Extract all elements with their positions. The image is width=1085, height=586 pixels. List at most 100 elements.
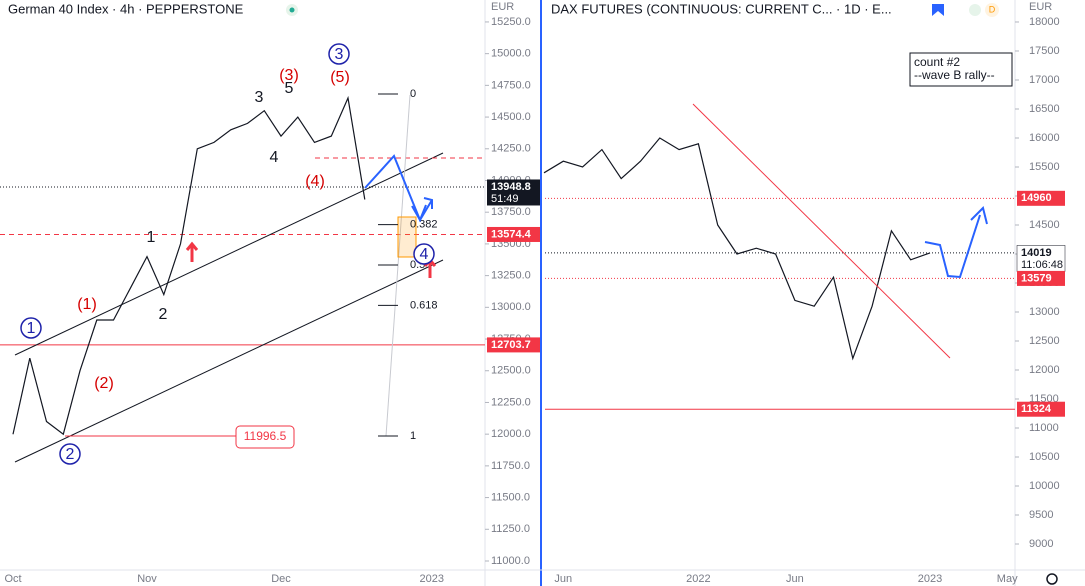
y-tick-label: 14500 [1029, 219, 1060, 231]
price-label-box [487, 226, 540, 242]
price-label-box [487, 337, 540, 353]
status-icon [969, 4, 981, 16]
x-tick-label: Dec [271, 573, 291, 585]
x-tick-label: 2023 [918, 573, 942, 585]
currency: EUR [491, 1, 514, 13]
fib-label: 0.618 [410, 299, 438, 311]
x-tick-label: Jun [786, 573, 804, 585]
wave-label: 1 [27, 320, 36, 337]
price-label-box [487, 179, 540, 206]
y-tick-label: 12500 [1029, 335, 1060, 347]
price-label: 14019 [1021, 247, 1052, 259]
chart-title: DAX FUTURES (CONTINUOUS: CURRENT C... · … [551, 1, 892, 16]
y-tick-label: 14500.0 [491, 111, 531, 123]
y-tick-label: 11000.0 [491, 555, 530, 567]
y-tick-label: 11000 [1029, 422, 1059, 434]
y-tick-label: 12000.0 [491, 428, 531, 440]
y-tick-label: 14250.0 [491, 143, 531, 155]
y-tick-label: 17500 [1029, 45, 1060, 57]
y-tick-label: 13750.0 [491, 206, 531, 218]
y-tick-label: 10500 [1029, 451, 1060, 463]
price-label: 13579 [1021, 272, 1052, 284]
y-tick-label: 12500.0 [491, 365, 531, 377]
wave-circle [20, 317, 42, 339]
fib-label: 0 [410, 88, 416, 100]
wave-circle [413, 243, 435, 265]
wave-label: 5 [285, 80, 294, 97]
wave-label: 2 [159, 306, 168, 323]
target-box [397, 216, 417, 258]
y-tick-label: 17000 [1029, 74, 1060, 86]
x-tick-label: Jun [554, 573, 572, 585]
drawing-line [692, 103, 951, 359]
status-icon [289, 7, 295, 13]
y-tick-label: 9000 [1029, 538, 1053, 550]
y-tick-label: 11750.0 [491, 460, 530, 472]
currency: EUR [1029, 1, 1052, 13]
y-tick-label: 16000 [1029, 132, 1060, 144]
status-icon [985, 3, 999, 17]
wave-label: (5) [330, 69, 350, 86]
y-tick-label: 11250.0 [491, 523, 530, 535]
y-tick-label: 9500 [1029, 509, 1053, 521]
status-icon: D [989, 4, 996, 14]
arrow-head [411, 197, 433, 223]
chart-title: German 40 Index · 4h · PEPPERSTONE [8, 1, 244, 16]
y-tick-label: 18000 [1029, 16, 1060, 28]
price-line [12, 95, 366, 436]
y-tick-label: 15000.0 [491, 48, 531, 60]
price-label: 12703.7 [491, 339, 531, 351]
y-tick-label: 16500 [1029, 103, 1060, 115]
y-tick-label: 13250.0 [491, 270, 531, 282]
wave-circle [328, 43, 350, 65]
projection [924, 214, 981, 279]
wave-label: (3) [279, 67, 299, 84]
note-text: --wave B rally-- [914, 68, 995, 82]
y-tick-label: 15250.0 [491, 16, 531, 28]
note-box [909, 52, 1013, 87]
price-label-box [1017, 401, 1065, 417]
wave-label: 3 [335, 46, 344, 63]
fib-label: 1 [410, 430, 416, 442]
up-arrow [185, 241, 199, 262]
y-tick-label: 12250.0 [491, 396, 531, 408]
y-tick-label: 10000 [1029, 480, 1060, 492]
price-label: 13574.4 [491, 228, 532, 240]
price-label: 14960 [1021, 192, 1052, 204]
low-label-box [235, 425, 295, 449]
wave-label: (2) [94, 375, 114, 392]
wave-label: (4) [305, 173, 325, 190]
x-tick-label: Oct [4, 573, 21, 585]
arrow-head [970, 206, 988, 225]
x-tick-label: 2022 [686, 573, 710, 585]
x-tick-label: Nov [137, 573, 157, 585]
flag-icon [932, 4, 944, 16]
price-label-box [1017, 190, 1065, 206]
y-tick-label: 12000 [1029, 364, 1060, 376]
y-tick-label: 15500 [1029, 161, 1060, 173]
x-tick-label: May [997, 573, 1018, 585]
price-label-box [1017, 270, 1065, 286]
wave-label: 4 [270, 149, 279, 166]
y-tick-label: 13000.0 [491, 301, 531, 313]
settings-icon[interactable] [1046, 573, 1058, 585]
y-tick-label: 14750.0 [491, 79, 531, 91]
wave-label: 1 [147, 229, 156, 246]
x-tick-label: 2023 [420, 573, 444, 585]
wave-label: 3 [255, 89, 264, 106]
wave-circle [59, 443, 81, 465]
drawing-line [14, 152, 444, 356]
price-label: 11324 [1021, 403, 1052, 415]
countdown: 11:06:48 [1021, 259, 1063, 271]
projection [364, 154, 433, 223]
fib-label: 0.382 [410, 219, 438, 231]
wave-label: 4 [420, 246, 429, 263]
note-text: count #2 [914, 55, 960, 69]
price-label: 13948.8 [491, 181, 531, 193]
y-tick-label: 11500.0 [491, 491, 530, 503]
drawing-line [14, 259, 444, 463]
countdown: 51:49 [491, 193, 519, 205]
y-tick-label: 13000 [1029, 306, 1060, 318]
